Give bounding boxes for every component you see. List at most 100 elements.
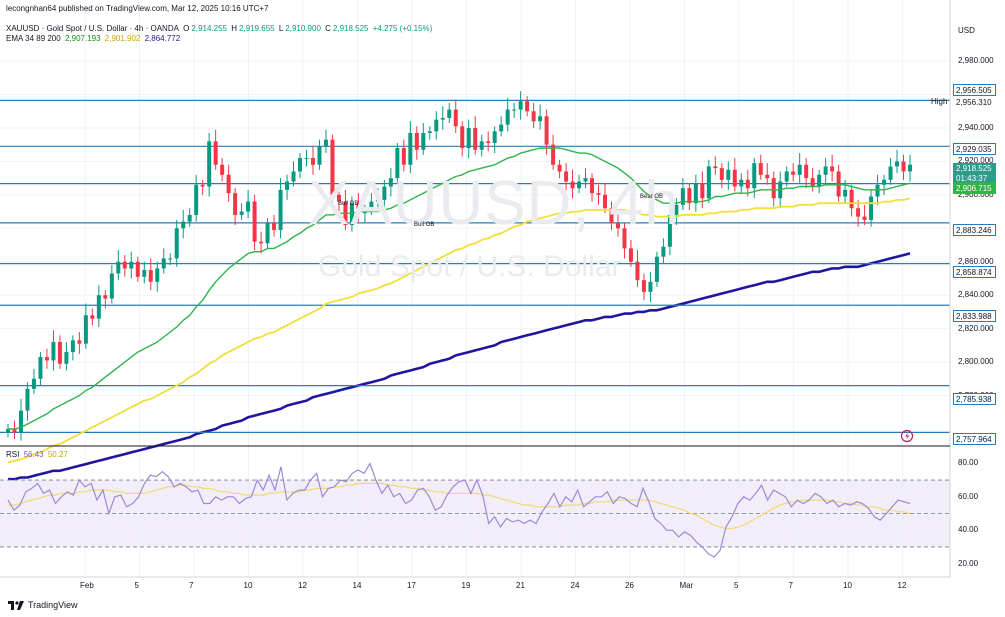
candle-body bbox=[719, 168, 724, 180]
high-tag-label: High bbox=[931, 97, 948, 106]
candle bbox=[440, 106, 445, 130]
candle-body bbox=[57, 342, 62, 364]
candle bbox=[6, 423, 10, 438]
candle-body bbox=[103, 295, 108, 299]
candle-body bbox=[590, 178, 595, 194]
candle bbox=[356, 193, 361, 222]
candle bbox=[388, 168, 393, 197]
candle-body bbox=[395, 148, 400, 179]
x-tick-label: 7 bbox=[788, 581, 793, 590]
candle-body bbox=[512, 109, 517, 111]
lightning-icon[interactable] bbox=[900, 429, 914, 443]
candle bbox=[486, 131, 491, 152]
candle-body bbox=[862, 216, 867, 220]
rsi-legend[interactable]: RSI 56.43 50.27 bbox=[6, 450, 70, 459]
candle bbox=[109, 265, 114, 304]
x-tick-label: 26 bbox=[625, 581, 634, 590]
candle-body bbox=[856, 208, 861, 217]
candle bbox=[90, 308, 95, 326]
rsi-ma-value: 50.27 bbox=[47, 450, 68, 459]
candle-body bbox=[901, 161, 906, 172]
candle-body bbox=[200, 184, 205, 187]
candle bbox=[544, 109, 549, 155]
candle-body bbox=[323, 139, 328, 147]
candle bbox=[122, 255, 127, 277]
level-tag-7: 2,757.964 bbox=[953, 433, 996, 445]
candle-body bbox=[817, 174, 822, 187]
candle-body bbox=[615, 223, 620, 229]
candle-body bbox=[161, 258, 166, 269]
ema200-value: 2,864.772 bbox=[144, 34, 181, 43]
candle-body bbox=[557, 164, 562, 172]
x-tick-label: 7 bbox=[189, 581, 194, 590]
candle bbox=[525, 96, 530, 117]
candle bbox=[44, 348, 49, 369]
candle-body bbox=[583, 178, 588, 182]
candle-body bbox=[771, 178, 776, 199]
last-price-value: 2,918.525 bbox=[956, 164, 992, 173]
candle-body bbox=[155, 268, 160, 282]
candle bbox=[713, 156, 718, 175]
candle-body bbox=[635, 261, 640, 281]
candle bbox=[680, 178, 685, 210]
y-tick-label: 2,800.000 bbox=[958, 357, 994, 367]
candle-body bbox=[830, 166, 835, 172]
candle bbox=[401, 139, 406, 172]
candle-body bbox=[908, 164, 912, 172]
candle-body bbox=[369, 201, 374, 210]
candle-body bbox=[239, 211, 244, 215]
rsi-tick-label: 20.00 bbox=[958, 558, 979, 568]
candle bbox=[551, 134, 556, 170]
candle bbox=[531, 102, 536, 128]
candle-body bbox=[207, 141, 212, 187]
candle-body bbox=[401, 148, 406, 165]
candle bbox=[765, 163, 770, 185]
candle bbox=[148, 258, 153, 291]
candle-body bbox=[739, 179, 744, 187]
candle-body bbox=[44, 357, 49, 361]
tradingview-footer[interactable]: TradingView bbox=[8, 600, 78, 610]
candle bbox=[635, 250, 640, 287]
candle-body bbox=[823, 166, 828, 175]
candle bbox=[615, 213, 620, 237]
published-text: lecongnhan64 published on TradingView.co… bbox=[6, 4, 269, 13]
candle-body bbox=[291, 171, 296, 182]
candle-body bbox=[492, 131, 497, 144]
candle bbox=[207, 132, 212, 197]
candle-body bbox=[135, 261, 140, 277]
ema-legend[interactable]: EMA 34 89 200 2,907.193 2,901.902 2,864.… bbox=[6, 34, 182, 43]
candle bbox=[434, 111, 439, 140]
candle bbox=[784, 166, 789, 187]
candle bbox=[518, 91, 523, 120]
candle bbox=[882, 174, 887, 195]
candle-body bbox=[434, 119, 439, 132]
candle-body bbox=[440, 117, 445, 120]
candle bbox=[395, 143, 400, 184]
candle-body bbox=[310, 158, 315, 165]
candle bbox=[661, 238, 666, 264]
candle bbox=[382, 179, 387, 209]
level-tag-1: 2,956.505 bbox=[953, 84, 996, 96]
candle bbox=[291, 161, 296, 187]
ema89-group bbox=[7, 197, 911, 464]
candle-body bbox=[181, 221, 186, 229]
published-line: lecongnhan64 published on TradingView.co… bbox=[6, 4, 270, 13]
candle-body bbox=[843, 189, 848, 197]
candle-body bbox=[129, 261, 134, 269]
candle bbox=[64, 342, 69, 371]
candle bbox=[570, 169, 575, 199]
symbol-text[interactable]: XAUUSD · Gold Spot / U.S. Dollar · 4h · … bbox=[6, 24, 179, 33]
candle-body bbox=[525, 101, 530, 112]
currency-label[interactable]: USD bbox=[958, 26, 975, 35]
candle bbox=[492, 126, 497, 154]
low-value: 2,910.900 bbox=[285, 24, 321, 33]
candle bbox=[739, 173, 744, 194]
candle bbox=[687, 183, 692, 210]
candle-body bbox=[12, 428, 17, 433]
candle-body bbox=[641, 280, 646, 292]
candle bbox=[758, 154, 763, 180]
candle-body bbox=[31, 378, 36, 389]
rsi-tick-label: 40.00 bbox=[958, 525, 979, 535]
candle bbox=[408, 121, 413, 174]
